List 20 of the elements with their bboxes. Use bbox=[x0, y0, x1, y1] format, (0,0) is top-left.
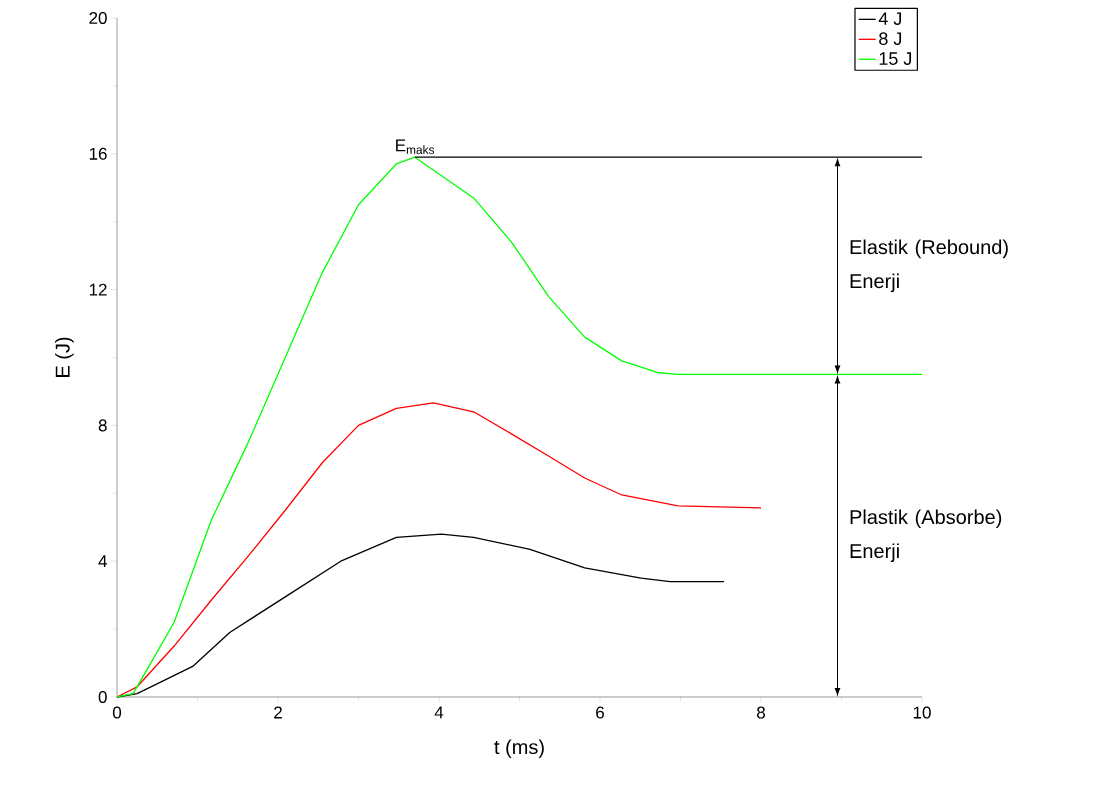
legend-label: 15 J bbox=[879, 52, 912, 65]
y-tick-label: 0 bbox=[98, 690, 107, 704]
x-tick-label: 10 bbox=[913, 706, 931, 719]
y-tick-label: 12 bbox=[89, 283, 107, 296]
annotation: Plastik (Absorbe) Enerji bbox=[850, 509, 1002, 563]
x-tick-label: 2 bbox=[274, 706, 282, 719]
y-tick-label: 8 bbox=[98, 419, 107, 432]
y-tick-label: 20 bbox=[89, 11, 107, 25]
x-tick-label: 4 bbox=[434, 706, 444, 719]
legend-label: 8 J bbox=[879, 32, 902, 46]
y-tick-label: 4 bbox=[98, 555, 107, 568]
annotation: E$_{maks}$ bbox=[396, 139, 435, 154]
y-tick-label: 16 bbox=[89, 147, 107, 160]
annotation: Elastik (Rebound) Enerji bbox=[850, 239, 1008, 293]
y-axis-title: E (J) bbox=[55, 337, 74, 377]
x-axis-title: t (ms) bbox=[494, 739, 544, 759]
x-tick-label: 8 bbox=[757, 706, 765, 719]
legend-label: 4 J bbox=[878, 12, 902, 25]
x-tick-label: 0 bbox=[112, 706, 122, 719]
x-tick-label: 6 bbox=[596, 706, 604, 719]
